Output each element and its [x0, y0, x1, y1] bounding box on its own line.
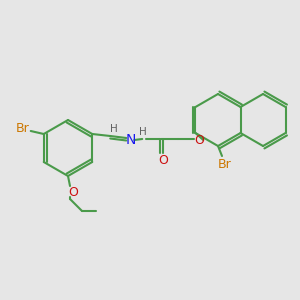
Text: H: H [140, 127, 147, 137]
Text: O: O [158, 154, 168, 166]
Text: Br: Br [16, 122, 30, 134]
Text: N: N [126, 133, 136, 147]
Text: H: H [110, 124, 118, 134]
Text: O: O [194, 134, 204, 146]
Text: O: O [68, 185, 78, 199]
Text: Br: Br [218, 158, 232, 170]
